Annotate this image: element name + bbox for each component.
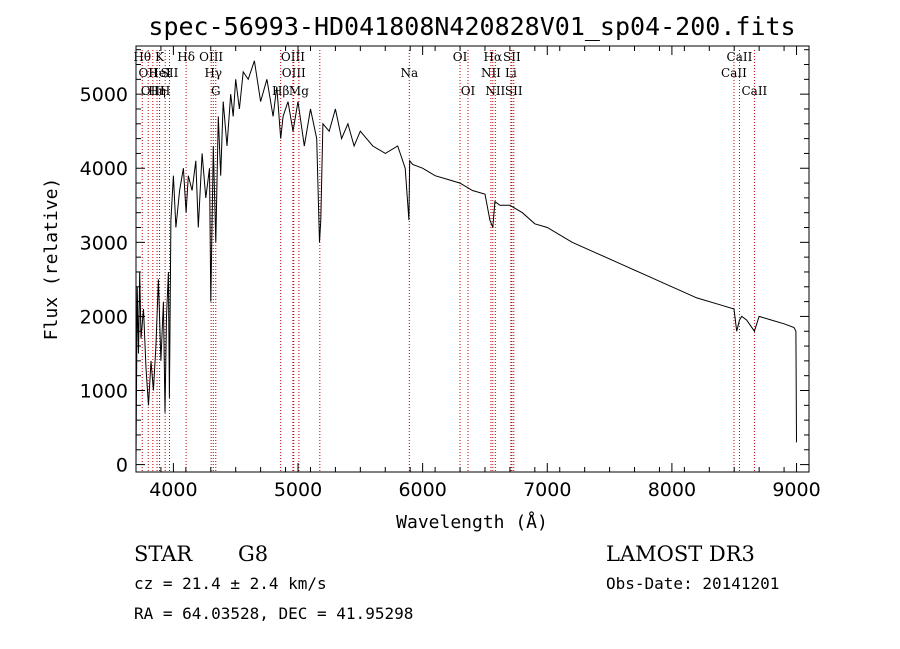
spectral-line-label: Hβ — [272, 84, 289, 98]
observation-date: Obs-Date: 20141201 — [606, 574, 779, 593]
spectral-line-label: OIII — [281, 50, 305, 64]
spectral-line-label: Hη — [148, 84, 166, 98]
spectrum-line — [135, 60, 797, 465]
spectral-line-label: CaII — [741, 84, 767, 98]
x-tick-label: 8000 — [648, 479, 696, 501]
x-tick-label: 4000 — [149, 479, 197, 501]
spectral-line-label: CaII — [721, 66, 747, 80]
x-tick-label: 6000 — [398, 479, 446, 501]
spectral-line-label: HeI — [148, 66, 171, 80]
spectral-line-label: H — [160, 84, 170, 98]
spectral-line-label: Hγ — [204, 66, 222, 80]
spectral-line-label: Mg — [289, 84, 309, 98]
spectral-line-label: G — [211, 84, 221, 98]
x-tick-label: 9000 — [772, 479, 820, 501]
spectral-line-label: NII — [481, 66, 501, 80]
y-tick-label: 2000 — [80, 306, 128, 328]
spectral-line-label: CaII — [727, 50, 753, 64]
plot-frame — [135, 45, 810, 473]
spectral-line-label: OI — [453, 50, 468, 64]
y-tick-label: 1000 — [80, 381, 128, 403]
spectral-line-label: K — [155, 50, 165, 64]
spectral-line-label: SII — [161, 66, 179, 80]
axis-ticks: 4000 5000 6000 7000 8000 9000 0 1000 2000 3000 400… — [80, 46, 821, 501]
spectral-line-label: NII — [485, 84, 505, 98]
y-axis-label: Flux (relative) — [41, 178, 62, 341]
spectral-line-label: Hα — [484, 50, 503, 64]
spectral-line-label: OII — [139, 66, 159, 80]
object-class: STAR — [134, 542, 193, 566]
spectral-line-label: SII — [505, 84, 523, 98]
y-tick-label: 3000 — [80, 232, 128, 254]
spectral-line-label: Na — [400, 66, 418, 80]
y-tick-label: 0 — [116, 455, 128, 477]
x-tick-label: 5000 — [274, 479, 322, 501]
spectral-line-label: OIII — [199, 50, 223, 64]
spectral-line-label: SII — [503, 50, 521, 64]
y-tick-label: 4000 — [80, 158, 128, 180]
spectral-line-label: Hδ — [177, 50, 195, 64]
coordinates: RA = 64.03528, DEC = 41.95298 — [134, 604, 413, 623]
spectral-line-label: Li — [505, 66, 517, 80]
spectral-line-label: OI — [461, 84, 476, 98]
redshift-info: cz = 21.4 ± 2.4 km/s — [134, 574, 327, 593]
x-tick-label: 7000 — [523, 479, 571, 501]
object-subclass: G8 — [238, 542, 268, 566]
spectral-line-label: OIII — [282, 66, 306, 80]
y-tick-label: 5000 — [80, 84, 128, 106]
survey-label: LAMOST DR3 — [606, 542, 755, 566]
spectral-line-label: OIII — [141, 84, 165, 98]
chart-title: spec-56993-HD041808N420828V01_sp04-200.f… — [148, 12, 795, 41]
x-axis-label: Wavelength (Å) — [396, 511, 548, 533]
spectral-line-label: Hθ — [133, 50, 151, 64]
